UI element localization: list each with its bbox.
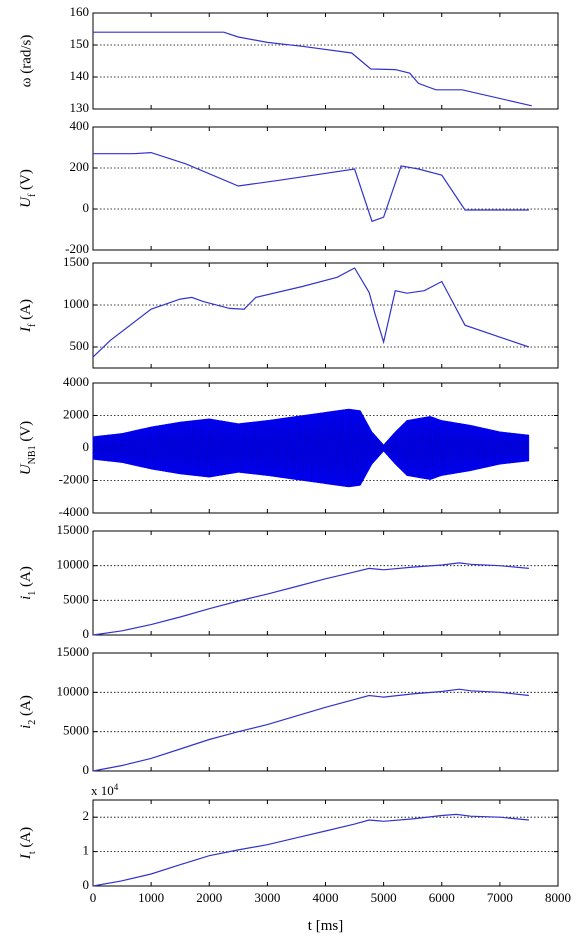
y-tick-label-5-3: 10000	[57, 557, 90, 572]
y-axis-label-7: It (A)	[18, 827, 37, 860]
y-tick-label-6-2: 5000	[63, 723, 89, 738]
y-tick-label-2-4: 400	[70, 118, 90, 133]
plot-frame-7	[92, 799, 559, 887]
y-tick-label-1-2: 140	[70, 68, 90, 83]
series-line-3	[92, 267, 530, 358]
y-tick-label-4-2: -2000	[59, 471, 89, 486]
y-tick-label-4-4: 2000	[63, 406, 89, 421]
y-axis-label-2: Uf (V)	[18, 169, 37, 208]
y-tick-label-3-1: 500	[70, 338, 90, 353]
series-oscillation-4	[92, 408, 529, 487]
y-tick-label-7-3: 2	[83, 808, 90, 823]
series-line-5	[92, 562, 529, 636]
y-tick-label-2-1: -200	[65, 241, 89, 256]
x-tick-label-3: 2000	[196, 890, 222, 905]
x-tick-label-6: 5000	[371, 890, 397, 905]
chart-panel-2: -200 0 200 400 Uf (V)	[18, 118, 559, 256]
x-tick-label-2: 1000	[138, 890, 164, 905]
x-tick-label-7: 6000	[429, 890, 455, 905]
plot-frame-5	[92, 530, 559, 636]
series-line-1	[93, 31, 532, 107]
y-tick-label-1-1: 130	[70, 100, 90, 115]
chart-panel-5: 0 5000 10000 15000 i1 (A)	[18, 522, 559, 641]
x-tick-label-9: 8000	[545, 890, 571, 905]
y-tick-label-4-5: 4000	[63, 374, 89, 389]
x-tick-label-8: 7000	[487, 890, 513, 905]
y-tick-label-1-4: 160	[70, 4, 90, 19]
series-line-6	[92, 688, 529, 772]
x-axis-label: t [ms]	[308, 918, 343, 934]
x-tick-label-5: 4000	[313, 890, 339, 905]
y-tick-label-2-3: 200	[70, 159, 90, 174]
chart-panel-3: 500 1000 1500 If (A)	[18, 254, 559, 369]
chart-panel-1: 130 140 150 160 ω (rad/s)	[18, 4, 559, 115]
x-tick-label-1: 0	[90, 890, 97, 905]
y-axis-label-3: If (A)	[18, 299, 37, 333]
exponent-label: x 104	[91, 782, 119, 798]
chart-panel-6: 0 5000 10000 15000 i2 (A)	[18, 644, 559, 777]
y-tick-label-5-1: 0	[83, 626, 90, 641]
chart-panel-7: 0 1 2 It (A) x 104 0 1000 2000 3000 4000 5000 6000 7…	[18, 782, 571, 934]
y-axis-label-5: i1 (A)	[18, 566, 37, 600]
y-tick-label-1-3: 150	[70, 36, 90, 51]
plot-frame-1	[92, 12, 559, 110]
y-tick-label-5-4: 15000	[57, 522, 90, 537]
plot-frame-2	[92, 126, 559, 251]
y-axis-label-1: ω (rad/s)	[18, 35, 34, 88]
y-tick-label-2-2: 0	[83, 200, 90, 215]
y-tick-label-7-2: 1	[83, 843, 90, 858]
y-tick-label-6-1: 0	[83, 762, 90, 777]
y-tick-label-3-3: 1500	[63, 254, 89, 269]
y-axis-label-6: i2 (A)	[18, 695, 37, 729]
y-tick-label-6-3: 10000	[57, 683, 90, 698]
chart-panel-4: -4000 -2000 0 2000 4000 UNB1 (V)	[18, 374, 559, 519]
y-tick-label-4-3: 0	[83, 439, 90, 454]
plot-frame-3	[92, 262, 559, 369]
y-tick-label-5-2: 5000	[63, 591, 89, 606]
y-tick-label-4-1: -4000	[59, 504, 89, 519]
y-tick-label-3-2: 1000	[63, 296, 89, 311]
y-axis-label-4: UNB1 (V)	[18, 421, 37, 475]
x-tick-label-4: 3000	[254, 890, 280, 905]
y-tick-label-6-4: 15000	[57, 644, 90, 659]
series-line-7	[92, 813, 529, 887]
series-line-2	[93, 151, 529, 223]
plot-frame-6	[92, 652, 559, 772]
y-tick-label-7-1: 0	[83, 877, 90, 892]
